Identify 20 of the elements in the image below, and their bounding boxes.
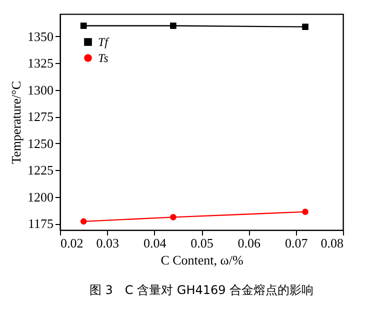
x-tick-label: 0.05 (190, 236, 214, 250)
y-tick-label: 1250 (28, 136, 54, 151)
y-tick-label: 1300 (28, 82, 54, 98)
x-tick-label: 0.06 (238, 236, 262, 250)
y-tick-label: 1275 (28, 109, 54, 124)
x-tick-label: 0.04 (143, 236, 167, 250)
y-axis-title: Temperature/°C (8, 81, 24, 164)
caption: 图 3 C 含量对 GH4169 合金熔点的影响 (89, 283, 314, 297)
legend-label: Ts (98, 51, 109, 65)
x-tick-label: 0.07 (284, 236, 308, 250)
y-tick-label: 1200 (28, 189, 54, 204)
x-tick-label: 0.03 (96, 236, 120, 250)
y-tick-label: 1225 (28, 162, 54, 178)
x-axis-title: C Content, ω/% (160, 252, 244, 268)
y-tick-label: 1175 (28, 216, 54, 232)
x-tick-label: 0.02 (60, 236, 84, 250)
y-tick-label: 1325 (28, 56, 54, 71)
x-tick-label: 0.08 (320, 236, 344, 250)
y-tick-label: 1350 (28, 28, 54, 44)
legend-label: Tf (98, 35, 110, 49)
